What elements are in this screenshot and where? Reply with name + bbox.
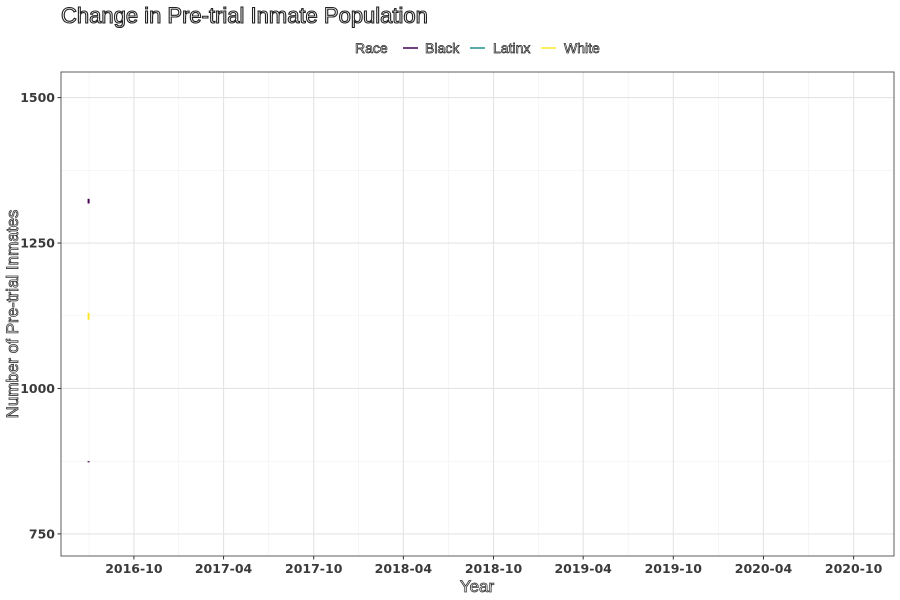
- legend-item-white: White: [541, 40, 600, 56]
- legend-item-black: Black: [403, 40, 461, 56]
- y-tick-label: 1500: [20, 90, 55, 105]
- x-tick-label: 2019-04: [554, 561, 612, 576]
- x-tick-label: 2017-10: [285, 561, 343, 576]
- grid-major: [61, 72, 894, 556]
- legend: Race Black Latinx White: [355, 40, 601, 57]
- x-tick-label: 2016-10: [105, 561, 163, 576]
- legend-title: Race: [355, 40, 388, 56]
- plot-border: [60, 71, 895, 557]
- y-axis: 750 1000 1250 1500: [20, 90, 61, 541]
- y-axis-title: Number of Pre-trial Inmates: [3, 210, 22, 419]
- y-tick-label: 750: [29, 526, 55, 541]
- grid-minor: [61, 72, 894, 556]
- y-tick-label: 1250: [20, 236, 55, 251]
- x-axis: 2016-10 2017-04 2017-10 2018-04 2018-10 2019-…: [105, 556, 883, 576]
- legend-item-latinx: Latinx: [470, 40, 531, 56]
- x-axis-title: Year: [460, 577, 495, 596]
- x-tick-label: 2018-04: [375, 561, 433, 576]
- legend-label-black: Black: [425, 40, 460, 56]
- x-tick-label: 2020-04: [735, 561, 793, 576]
- x-tick-label: 2018-10: [465, 561, 523, 576]
- legend-label-white: White: [564, 40, 600, 56]
- x-tick-label: 2020-10: [825, 561, 883, 576]
- legend-label-latinx: Latinx: [493, 40, 530, 56]
- plot-panel: [60, 71, 895, 557]
- x-tick-label: 2019-10: [645, 561, 703, 576]
- x-tick-label: 2017-04: [195, 561, 253, 576]
- chart-title: Change in Pre-trial Inmate Population: [61, 3, 428, 28]
- y-tick-label: 1000: [20, 381, 55, 396]
